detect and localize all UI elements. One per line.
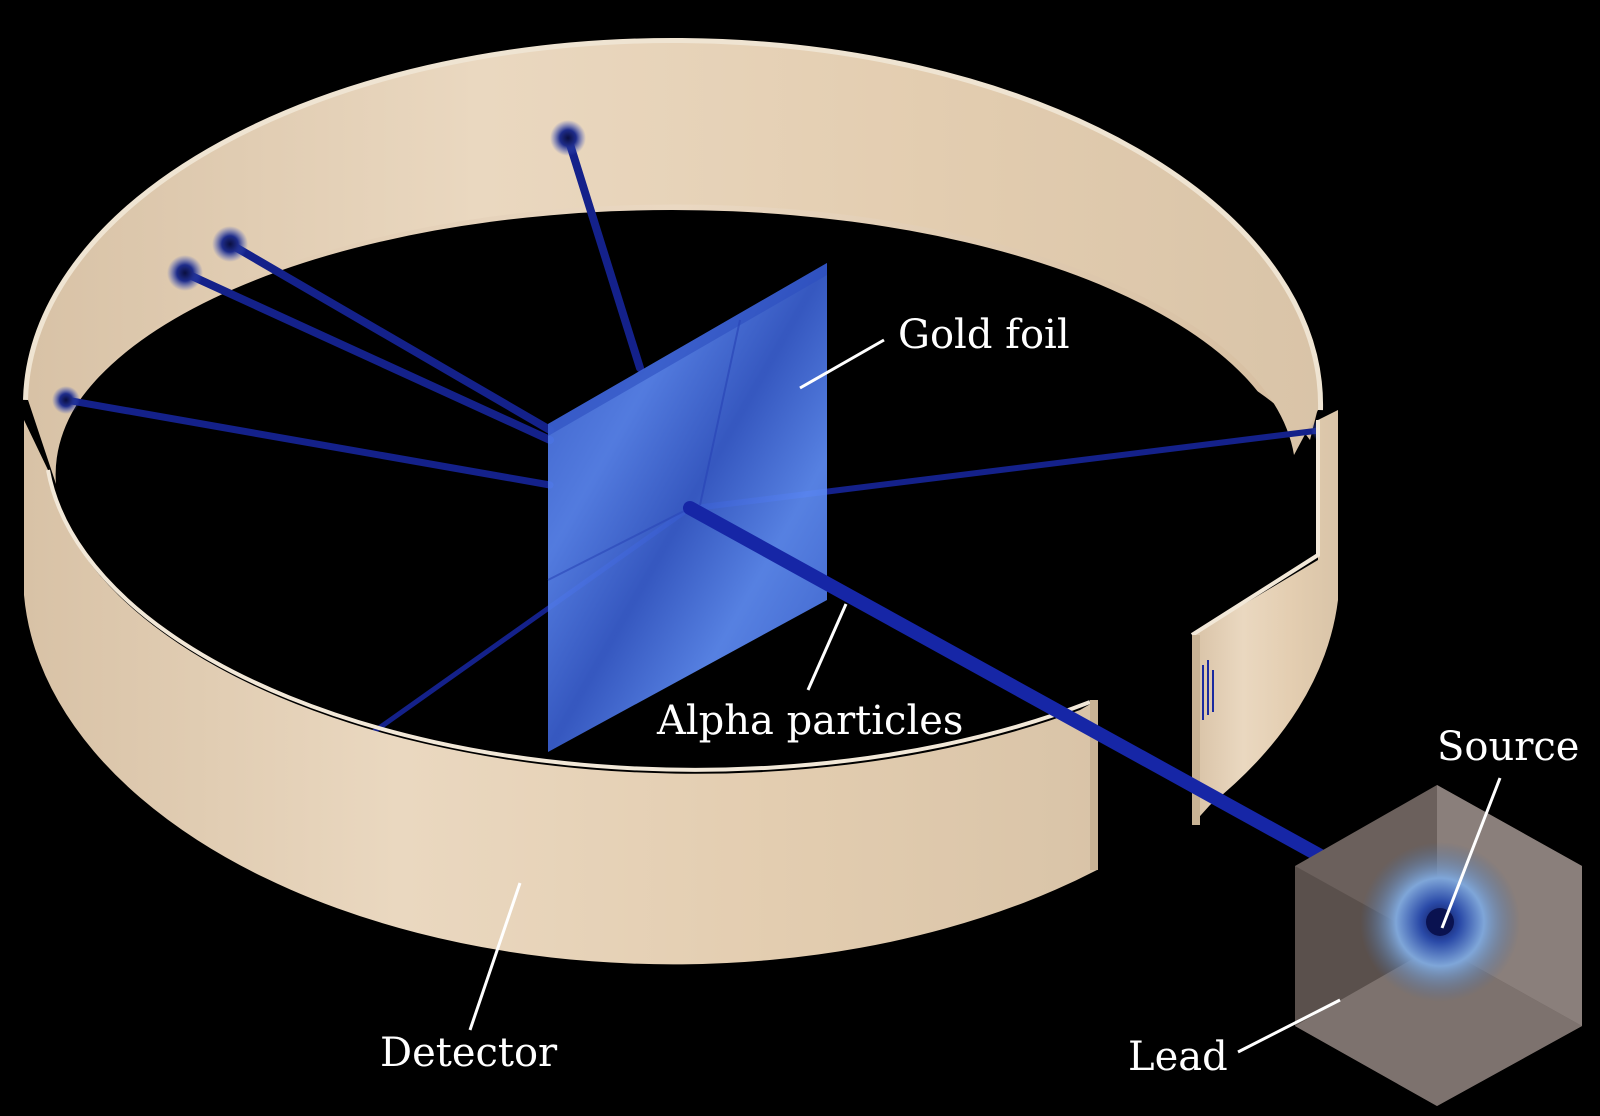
- impact-spot: [550, 120, 586, 156]
- detector-front-rim: [46, 469, 1091, 772]
- alpha-beam: [683, 501, 1447, 929]
- track-upper-left-a: [226, 240, 554, 434]
- impact-spot: [167, 255, 203, 291]
- source-leader: [1440, 777, 1502, 929]
- leader-lines: [468, 338, 1502, 1054]
- impact-spot: [52, 386, 80, 414]
- gap-marks: [1202, 660, 1214, 720]
- gold-foil-leader: [799, 338, 885, 390]
- source-label: Source: [1437, 724, 1579, 770]
- impact-spot: [212, 226, 248, 262]
- alpha-particles-leader: [806, 603, 848, 691]
- gold-foil-label: Gold foil: [898, 312, 1070, 358]
- lead-label: Lead: [1128, 1034, 1228, 1080]
- detector-leader: [468, 882, 522, 1031]
- source-core: [1426, 908, 1454, 936]
- track-top: [564, 134, 644, 372]
- track-left: [62, 396, 554, 489]
- detector-gap-edge: [1192, 635, 1200, 825]
- detector-back-band: [28, 42, 1319, 485]
- detector-label: Detector: [380, 1030, 558, 1076]
- scattered-tracks: [62, 134, 1326, 736]
- alpha-particles-label: Alpha particles: [656, 698, 963, 744]
- detector-front-band: [24, 420, 1097, 965]
- detector-right-segment: [1192, 410, 1338, 825]
- detector-right-rim: [1190, 420, 1320, 637]
- lead-leader: [1237, 998, 1341, 1054]
- track-upper-left-b: [181, 269, 554, 444]
- detector-gap-edge: [1090, 700, 1098, 870]
